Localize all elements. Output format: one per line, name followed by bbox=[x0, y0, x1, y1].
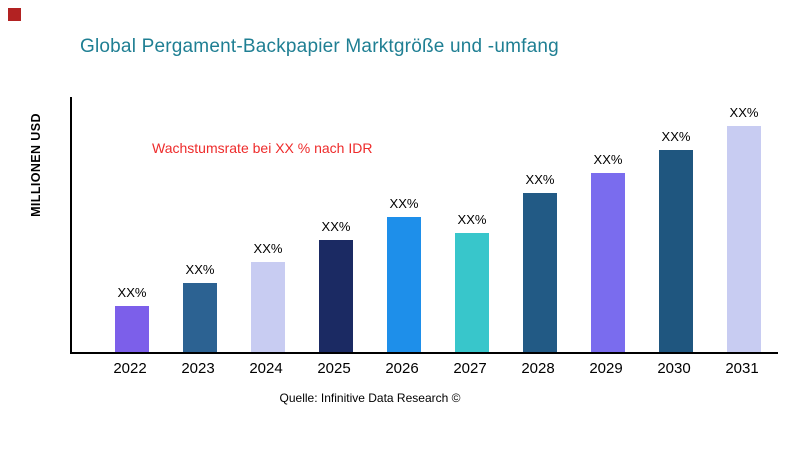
x-tick-label: 2026 bbox=[385, 360, 419, 377]
bar-group: XX% bbox=[506, 172, 574, 352]
bar bbox=[591, 173, 625, 352]
bar-group: XX% bbox=[302, 219, 370, 352]
bar-group: XX% bbox=[574, 152, 642, 352]
bar-value-label: XX% bbox=[253, 241, 283, 256]
bar bbox=[659, 150, 693, 352]
bar bbox=[251, 262, 285, 352]
x-tick-label: 2023 bbox=[181, 360, 215, 377]
x-axis-tick-row: 2022 2023 2024 2025 2026 2027 2028 2029 2030 2031 bbox=[70, 360, 776, 377]
growth-rate-annotation: Wachstumsrate bei XX % nach IDR bbox=[152, 140, 373, 156]
y-axis-label: MILLIONEN USD bbox=[29, 113, 43, 217]
bar-group: XX% bbox=[438, 212, 506, 352]
bar-value-label: XX% bbox=[661, 129, 691, 144]
bars-container: XX% XX% XX% XX% XX% XX% XX% XX% XX% XX% bbox=[72, 97, 778, 352]
bar bbox=[727, 126, 761, 352]
x-tick-label: 2030 bbox=[657, 360, 691, 377]
plot-area: Wachstumsrate bei XX % nach IDR XX% XX% XX… bbox=[70, 97, 778, 354]
bar bbox=[523, 193, 557, 352]
bar-group: XX% bbox=[370, 196, 438, 352]
bar-group: XX% bbox=[642, 129, 710, 352]
corner-brand-mark bbox=[8, 8, 21, 21]
bar bbox=[319, 240, 353, 352]
x-tick-label: 2027 bbox=[453, 360, 487, 377]
bar-group: XX% bbox=[98, 285, 166, 352]
bar-value-label: XX% bbox=[117, 285, 147, 300]
bar bbox=[183, 283, 217, 352]
bar-value-label: XX% bbox=[729, 105, 759, 120]
x-tick-label: 2029 bbox=[589, 360, 623, 377]
x-tick-label: 2031 bbox=[725, 360, 759, 377]
bar-value-label: XX% bbox=[525, 172, 555, 187]
bar-group: XX% bbox=[166, 262, 234, 352]
bar bbox=[455, 233, 489, 352]
chart-title: Global Pergament-Backpapier Marktgröße u… bbox=[80, 36, 559, 57]
bar-value-label: XX% bbox=[185, 262, 215, 277]
x-tick-label: 2028 bbox=[521, 360, 555, 377]
bar bbox=[115, 306, 149, 352]
bar bbox=[387, 217, 421, 352]
bar-value-label: XX% bbox=[457, 212, 487, 227]
source-caption: Quelle: Infinitive Data Research © bbox=[279, 391, 461, 405]
bar-value-label: XX% bbox=[593, 152, 623, 167]
x-tick-label: 2024 bbox=[249, 360, 283, 377]
bar-value-label: XX% bbox=[389, 196, 419, 211]
x-tick-label: 2025 bbox=[317, 360, 351, 377]
x-tick-label: 2022 bbox=[113, 360, 147, 377]
bar-group: XX% bbox=[234, 241, 302, 352]
bar-value-label: XX% bbox=[321, 219, 351, 234]
bar-group: XX% bbox=[710, 105, 778, 352]
